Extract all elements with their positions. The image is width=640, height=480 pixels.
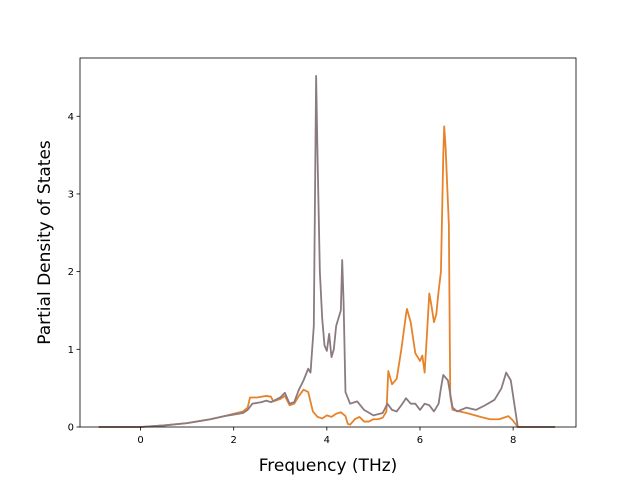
y-tick-label: 3 <box>68 189 74 200</box>
y-tick-label: 2 <box>68 267 74 278</box>
x-tick-label: 2 <box>231 435 237 446</box>
x-tick-label: 4 <box>324 435 330 446</box>
x-tick-label: 6 <box>417 435 423 446</box>
y-tick-label: 4 <box>68 112 74 123</box>
y-axis-label: Partial Density of States <box>35 140 55 345</box>
y-axis-ticks: 0 1 2 3 4 <box>68 112 80 434</box>
x-axis-ticks: 0 2 4 6 8 <box>137 427 516 446</box>
y-tick-label: 1 <box>68 345 74 356</box>
series-line-2 <box>98 74 556 428</box>
plot-frame <box>79 57 577 428</box>
series-layer <box>98 74 556 428</box>
y-tick-label: 0 <box>68 423 74 434</box>
x-tick-label: 0 <box>137 435 143 446</box>
x-axis-label: Frequency (THz) <box>259 456 398 476</box>
x-tick-label: 8 <box>510 435 516 446</box>
series-line-1 <box>98 125 556 428</box>
